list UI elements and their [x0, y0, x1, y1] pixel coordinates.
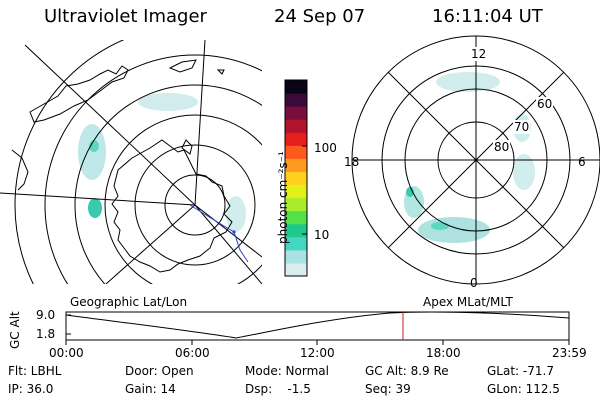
time-tick-1200: 12:00	[300, 346, 335, 360]
altitude-plot	[65, 311, 570, 345]
altitude-y-tick-low: 1.8	[36, 327, 56, 341]
colorbar-segment	[285, 171, 307, 186]
magnetic-polar-plot	[351, 35, 600, 285]
colorbar-segment	[285, 262, 307, 277]
meridian	[105, 204, 196, 284]
mlt-label-6: 6	[578, 155, 586, 169]
colorbar-segment	[285, 119, 307, 133]
meridian	[194, 204, 262, 284]
altitude-y-tick-high: 9.0	[36, 308, 56, 322]
coastline	[111, 139, 233, 273]
lat-circle	[14, 40, 125, 284]
colorbar-tick-100: 100	[314, 141, 337, 155]
color-bar	[284, 79, 308, 277]
lat-circle	[44, 54, 262, 284]
colorbar-segment	[285, 80, 307, 94]
lat-circle	[104, 114, 262, 284]
seq-info: Seq: 39	[365, 382, 411, 396]
meridian	[194, 204, 262, 258]
colorbar-segment	[285, 158, 307, 172]
mlat-label-60: 60	[536, 97, 554, 111]
colorbar-segment	[285, 236, 307, 251]
mlt-label-18: 18	[344, 155, 360, 169]
time-tick-2359: 23:59	[552, 346, 587, 360]
altitude-plot-frame	[65, 311, 570, 341]
colorbar-segment	[285, 223, 307, 238]
aurora-emission	[78, 93, 246, 232]
colorbar-segment	[285, 106, 307, 120]
magnetic-map-label: Apex MLat/MLT	[423, 295, 513, 309]
lat-circle	[134, 144, 256, 266]
colorbar-segment	[285, 184, 307, 199]
filter-info: Flt: LBHL	[8, 364, 62, 378]
lat-circle	[164, 174, 226, 236]
colorbar-segment	[285, 249, 307, 264]
coastline	[216, 69, 225, 75]
mlat-label-80: 80	[493, 140, 511, 154]
coastline	[181, 139, 193, 155]
geographic-map-label: Geographic Lat/Lon	[70, 295, 188, 309]
colorbar-segment	[285, 145, 307, 159]
date-label: 24 Sep 07	[274, 6, 366, 27]
altitude-curve	[66, 312, 569, 339]
colorbar-unit-label: photon cm⁻²s⁻¹	[276, 151, 290, 244]
time-tick-0600: 06:00	[175, 346, 210, 360]
gain-info: Gain: 14	[125, 382, 176, 396]
instrument-title: Ultraviolet Imager	[44, 6, 207, 27]
altitude-axis-title: GC Alt	[8, 311, 22, 349]
mlt-label-0: 0	[470, 276, 478, 290]
door-info: Door: Open	[125, 364, 194, 378]
meridian	[0, 192, 196, 206]
mlt-label-12: 12	[470, 47, 488, 61]
colorbar-segment	[285, 210, 307, 225]
colorbar-segment	[285, 132, 307, 146]
subsatellite-point	[232, 230, 236, 234]
colorbar-segment	[285, 93, 307, 107]
gc-alt-info: GC Alt: 8.9 Re	[365, 364, 449, 378]
colorbar-tick-10: 10	[314, 228, 330, 242]
colorbar-segment	[285, 197, 307, 212]
glon-info: GLon: 112.5	[487, 382, 560, 396]
time-tick-0000: 00:00	[49, 346, 84, 360]
coastline	[11, 149, 29, 191]
glat-info: GLat: -71.7	[487, 364, 554, 378]
coastline	[168, 59, 197, 73]
geographic-map	[0, 40, 262, 284]
coastline	[29, 65, 129, 123]
mlat-label-70: 70	[513, 120, 531, 134]
mlt-line-diagonal	[387, 71, 565, 249]
dsp-info: Dsp: -1.5	[245, 382, 311, 396]
meridian	[194, 40, 206, 206]
mode-info: Mode: Normal	[245, 364, 329, 378]
colorbar-frame	[284, 79, 308, 277]
ip-info: IP: 36.0	[8, 382, 54, 396]
time-label: 16:11:04 UT	[432, 6, 543, 27]
meridian	[24, 44, 196, 206]
lat-circle	[74, 84, 262, 284]
time-tick-1800: 18:00	[426, 346, 461, 360]
